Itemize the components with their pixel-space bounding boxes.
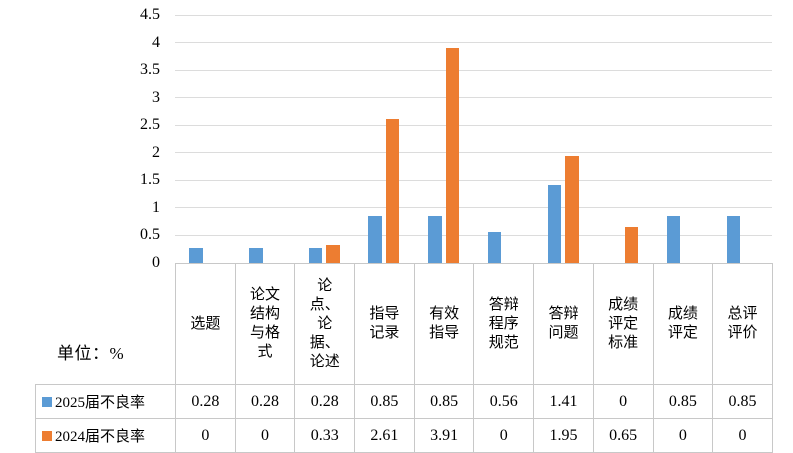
bar-series0-cat8 xyxy=(666,216,681,263)
legend-key-swatch xyxy=(42,430,52,441)
y-axis-tick-label: 2 xyxy=(152,143,160,161)
category-header-cell: 答辩程序规范 xyxy=(473,263,535,385)
legend-entry: 2024届不良率 xyxy=(37,425,175,446)
bar-series0-cat4 xyxy=(428,216,442,263)
category-header-cell: 指导记录 xyxy=(354,263,415,385)
value-cell: 0.85 xyxy=(712,384,773,419)
y-axis-tick-label: 1 xyxy=(152,198,160,216)
category-header-cell: 论文结构与格式 xyxy=(234,263,296,385)
value-cell: 0 xyxy=(234,418,296,453)
category-header-cell: 论点、论据、论述 xyxy=(294,263,356,385)
y-axis-tick-label: 0 xyxy=(152,254,160,271)
value-cell: 3.91 xyxy=(413,418,475,453)
category-header-row: 选题 论文结构与格式 论点、论据、论述 指导记录 有效指导 答辩程序规范 答辩问题 成绩评定标… xyxy=(36,263,773,385)
value-cell: 0.85 xyxy=(413,384,475,419)
category-header-cell: 有效指导 xyxy=(413,263,475,385)
y-axis-tick-label: 4.5 xyxy=(140,6,160,23)
gridline xyxy=(175,14,772,16)
value-cell: 0.28 xyxy=(294,384,356,419)
legend-cell: 2025届不良率 xyxy=(35,384,176,419)
value-cell: 0.56 xyxy=(473,384,535,419)
category-header-cell: 成绩评定标准 xyxy=(592,263,654,385)
value-cell: 0 xyxy=(175,418,236,453)
unit-label: 单位：% xyxy=(57,344,125,363)
bar-series1-cat2 xyxy=(326,244,340,263)
gridline xyxy=(175,179,772,181)
gridline xyxy=(175,124,772,126)
table-corner-cell xyxy=(36,264,176,385)
gridline xyxy=(175,97,772,99)
value-cell: 0 xyxy=(652,418,714,453)
y-axis-tick-label: 3.5 xyxy=(140,61,160,79)
y-axis-tick-label: 2.5 xyxy=(140,116,160,134)
bar-series1-cat7 xyxy=(624,227,639,263)
value-cell: 0.33 xyxy=(294,418,356,453)
value-cell: 0.65 xyxy=(592,418,654,453)
gridline xyxy=(175,207,772,209)
value-cell: 0.85 xyxy=(354,384,415,419)
gridline xyxy=(175,69,772,71)
series-name: 2024届不良率 xyxy=(55,429,146,445)
bar-series0-cat1 xyxy=(249,247,263,263)
bar-series1-cat6 xyxy=(565,155,579,263)
y-axis-tick-label: 4 xyxy=(152,33,160,51)
category-header-cell: 选题 xyxy=(175,263,236,385)
value-cell: 2.61 xyxy=(354,418,415,453)
value-cell: 0.85 xyxy=(652,384,714,419)
bar-series1-cat3 xyxy=(385,119,400,263)
gridline xyxy=(175,42,772,44)
y-axis-tick-label: 0.5 xyxy=(140,226,160,244)
bar-series0-cat5 xyxy=(487,232,502,263)
gridline xyxy=(175,152,772,154)
y-axis-tick-label: 3 xyxy=(152,88,160,106)
legend-cell: 2024届不良率 xyxy=(35,418,176,453)
value-cell: 0 xyxy=(712,418,773,453)
bar-series1-cat4 xyxy=(445,47,460,263)
value-cell: 1.95 xyxy=(533,418,594,453)
table-row: 2025届不良率 0.28 0.28 0.28 0.85 0.85 0.56 1.41 0 0.8… xyxy=(35,384,773,419)
category-header-cell: 总评评价 xyxy=(712,263,773,385)
value-cell: 0 xyxy=(592,384,654,419)
value-cell: 0.28 xyxy=(234,384,296,419)
value-cell: 0 xyxy=(473,418,535,453)
value-cell: 1.41 xyxy=(533,384,594,419)
bar-series0-cat3 xyxy=(368,216,382,263)
legend-entry: 2025届不良率 xyxy=(37,391,175,412)
bar-series0-cat9 xyxy=(726,216,741,263)
legend-key-swatch xyxy=(42,396,52,407)
bar-series0-cat6 xyxy=(547,185,562,263)
bar-series0-cat2 xyxy=(308,247,323,263)
category-header-cell: 成绩评定 xyxy=(652,263,714,385)
series-name: 2025届不良率 xyxy=(55,395,146,411)
y-axis-tick-label: 1.5 xyxy=(140,171,160,189)
bar-series0-cat0 xyxy=(189,247,203,263)
plot-area xyxy=(175,14,772,264)
value-cell: 0.28 xyxy=(175,384,236,419)
category-header-cell: 答辩问题 xyxy=(533,263,594,385)
gridline xyxy=(175,234,772,236)
data-table: 选题 论文结构与格式 论点、论据、论述 指导记录 有效指导 答辩程序规范 答辩问题 成绩评定标… xyxy=(35,263,773,453)
table-row: 2024届不良率 0 0 0.33 2.61 3.91 0 1.95 0.65 0 0 xyxy=(35,418,773,453)
